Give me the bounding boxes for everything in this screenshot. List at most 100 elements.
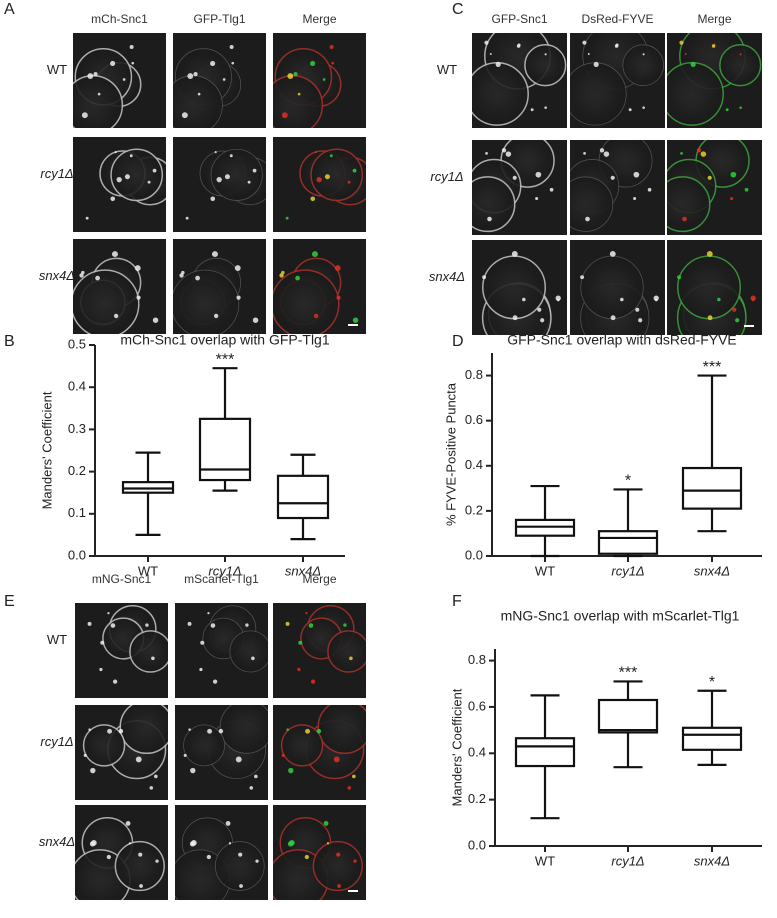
punctum xyxy=(285,621,290,626)
punctum xyxy=(349,656,353,661)
box xyxy=(276,474,330,520)
panel-letter: C xyxy=(452,1,464,18)
column-header: Merge xyxy=(302,572,336,586)
micrograph-content xyxy=(185,148,266,220)
y-tick-label: 0.4 xyxy=(465,457,483,472)
cell-outline xyxy=(119,705,168,755)
punctum xyxy=(235,756,242,763)
punctum xyxy=(610,175,615,180)
punctum xyxy=(331,61,335,65)
punctum xyxy=(199,667,203,672)
punctum xyxy=(489,53,492,56)
y-tick-label: 0.8 xyxy=(465,367,483,382)
punctum xyxy=(587,53,590,56)
cell-outline xyxy=(570,176,614,232)
column-header: mCh-Snc1 xyxy=(91,12,148,26)
punctum xyxy=(231,61,235,65)
y-tick-label: 0.8 xyxy=(468,652,486,667)
significance: * xyxy=(709,674,715,691)
punctum xyxy=(711,44,716,48)
punctum xyxy=(556,298,560,302)
punctum xyxy=(134,265,141,271)
micrograph-content xyxy=(472,140,555,233)
punctum xyxy=(210,196,216,202)
punctum xyxy=(207,612,210,615)
micrograph xyxy=(273,33,366,128)
column-header: GFP-Snc1 xyxy=(491,12,547,26)
punctum xyxy=(336,295,341,300)
punctum xyxy=(207,728,213,734)
punctum xyxy=(124,174,130,180)
punctum xyxy=(212,679,218,684)
x-tick-label: WT xyxy=(535,563,555,578)
punctum xyxy=(122,78,126,81)
micrograph-content xyxy=(173,251,259,334)
punctum xyxy=(739,53,742,56)
cell-outline xyxy=(273,74,324,128)
column-header: mScarlet-Tlg1 xyxy=(184,572,259,586)
micrograph-content xyxy=(570,33,665,126)
micrograph-content xyxy=(173,45,242,128)
panel-letter: B xyxy=(4,333,15,350)
punctum xyxy=(229,154,233,158)
punctum xyxy=(187,621,192,626)
row-label: snx4Δ xyxy=(429,269,465,284)
punctum xyxy=(252,317,259,323)
punctum xyxy=(100,640,105,645)
box xyxy=(514,737,576,768)
punctum xyxy=(316,176,322,183)
punctum xyxy=(152,168,157,173)
punctum xyxy=(680,152,683,155)
micrograph xyxy=(173,239,266,334)
panel-letter: D xyxy=(452,333,464,350)
micrograph xyxy=(73,33,166,128)
punctum xyxy=(152,317,159,323)
cell-outline xyxy=(273,269,340,334)
row-label: WT xyxy=(437,62,457,77)
punctum xyxy=(353,859,357,863)
cell-outline xyxy=(317,705,366,755)
scale-bar xyxy=(348,324,358,326)
cell-outline xyxy=(73,74,124,128)
y-tick-label: 0.1 xyxy=(68,505,86,520)
x-tick-label: WT xyxy=(535,853,555,868)
punctum xyxy=(585,216,590,222)
punctum xyxy=(179,273,184,278)
y-tick-label: 0.0 xyxy=(465,547,483,562)
punctum xyxy=(251,656,255,661)
micrograph-content xyxy=(73,45,142,128)
punctum xyxy=(106,854,111,860)
column-header: Merge xyxy=(302,12,336,26)
cell-outline xyxy=(312,840,363,892)
chart-title: mCh-Snc1 overlap with GFP-Tlg1 xyxy=(120,332,330,348)
punctum xyxy=(185,216,189,220)
punctum xyxy=(305,612,308,615)
punctum xyxy=(730,196,734,201)
punctum xyxy=(289,839,295,846)
cell-outline xyxy=(472,62,529,126)
x-tick-label: snx4Δ xyxy=(285,563,321,578)
micrograph-content xyxy=(481,251,561,335)
micrograph-content xyxy=(175,817,265,900)
punctum xyxy=(609,251,616,257)
row-label: rcy1Δ xyxy=(40,734,73,749)
micrograph xyxy=(570,33,665,128)
punctum xyxy=(236,295,241,300)
punctum xyxy=(214,151,217,154)
punctum xyxy=(620,297,624,302)
punctum xyxy=(549,187,554,192)
punctum xyxy=(113,313,119,319)
punctum xyxy=(99,667,103,672)
y-tick-label: 0.6 xyxy=(468,698,486,713)
punctum xyxy=(522,297,526,302)
cell-outline xyxy=(173,269,240,334)
punctum xyxy=(329,154,333,158)
punctum xyxy=(116,176,122,183)
punctum xyxy=(136,295,141,300)
punctum xyxy=(286,728,289,731)
punctum xyxy=(210,623,216,628)
micrograph-content xyxy=(273,817,363,900)
punctum xyxy=(544,106,547,109)
punctum xyxy=(530,108,534,112)
micrograph-content xyxy=(472,33,567,126)
